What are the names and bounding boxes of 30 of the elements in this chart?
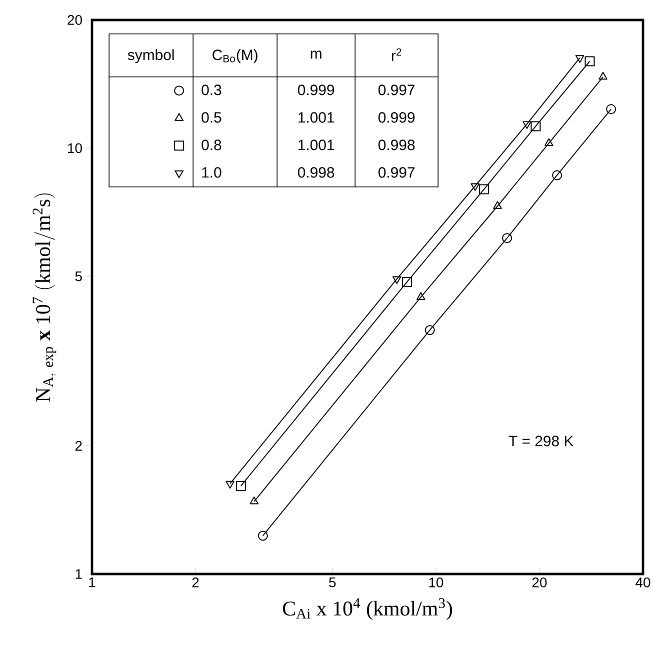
y-tick-label: 1 bbox=[76, 569, 82, 579]
x-tick-label: 10 bbox=[429, 578, 444, 588]
annotation: 1.001 bbox=[298, 112, 334, 123]
annotation: 0.999 bbox=[298, 84, 334, 96]
x-tick-label: 1 bbox=[89, 578, 96, 588]
x-tick-label: 5 bbox=[329, 578, 336, 588]
annotation: 0.998 bbox=[378, 140, 415, 150]
x-axis-title: C$_{Ai}$ x 10$^{4}$ (kmol/m$^{3}$) bbox=[282, 598, 452, 620]
x-tick-label: 40 bbox=[636, 578, 650, 588]
y-tick-label: 5 bbox=[75, 271, 82, 282]
y-tick-label: 2 bbox=[75, 440, 82, 451]
annotation: r$^{2}$ bbox=[392, 48, 402, 61]
legend-label: 1.0 bbox=[202, 167, 222, 178]
annotation: symbol bbox=[128, 49, 174, 64]
annotation: 0.998 bbox=[298, 167, 334, 178]
x-tick-label: 2 bbox=[192, 578, 199, 588]
legend-label: 0.5 bbox=[202, 112, 222, 123]
annotation: 0.999 bbox=[378, 112, 415, 123]
annotation: 1.001 bbox=[298, 140, 334, 150]
legend-label: 0.8 bbox=[202, 140, 222, 150]
y-tick-label: 20 bbox=[68, 15, 82, 25]
x-tick-label: 20 bbox=[532, 578, 547, 588]
annotation: 0.997 bbox=[378, 84, 415, 96]
annotation: m bbox=[310, 50, 322, 59]
y-axis-title: $\mathrm{N_{A,\ exp}\ \mathbf{x}\ 10^{7}\ (kmol/m^{2}s)}$ bbox=[32, 194, 56, 402]
y-tick-label: 10 bbox=[68, 143, 82, 154]
legend-title: C$_{Bo}$(M) bbox=[212, 49, 258, 64]
legend-label: 0.3 bbox=[202, 84, 222, 96]
annotation: 0.997 bbox=[378, 167, 415, 178]
annotation: T = 298 K bbox=[508, 436, 574, 446]
